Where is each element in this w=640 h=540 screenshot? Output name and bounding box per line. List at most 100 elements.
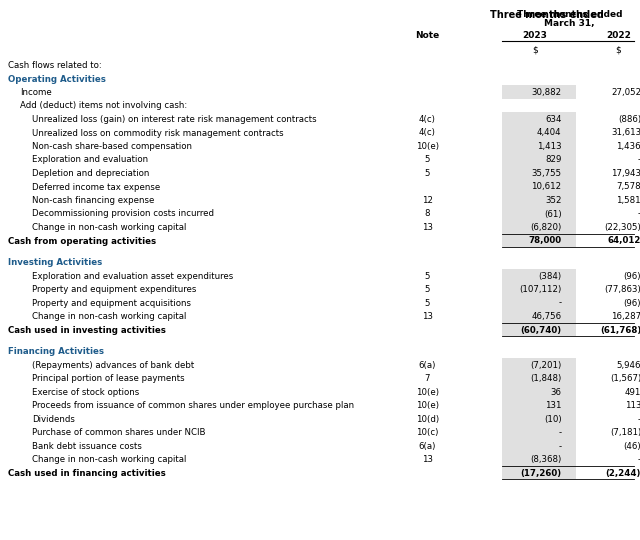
FancyBboxPatch shape — [502, 295, 577, 309]
Text: -: - — [638, 415, 640, 424]
Text: Exercise of stock options: Exercise of stock options — [32, 388, 139, 397]
Text: Cash flows related to:: Cash flows related to: — [8, 61, 102, 70]
Text: (384): (384) — [538, 272, 561, 281]
Text: -: - — [638, 210, 640, 219]
Text: 491: 491 — [625, 388, 640, 397]
Text: Exploration and evaluation asset expenditures: Exploration and evaluation asset expendi… — [32, 272, 233, 281]
Text: Unrealized loss (gain) on interest rate risk management contracts: Unrealized loss (gain) on interest rate … — [32, 115, 316, 124]
FancyBboxPatch shape — [502, 411, 577, 425]
Text: (77,863): (77,863) — [604, 285, 640, 294]
Text: 113: 113 — [625, 401, 640, 410]
FancyBboxPatch shape — [502, 282, 577, 295]
FancyBboxPatch shape — [502, 452, 577, 465]
Text: 12: 12 — [422, 196, 433, 205]
Text: 13: 13 — [422, 455, 433, 464]
Text: $: $ — [615, 45, 621, 54]
Text: 10(d): 10(d) — [416, 415, 439, 424]
Text: -: - — [638, 455, 640, 464]
Text: 13: 13 — [422, 312, 433, 321]
Text: 6(a): 6(a) — [419, 442, 436, 451]
Text: (886): (886) — [618, 115, 640, 124]
Text: (46): (46) — [623, 442, 640, 451]
FancyBboxPatch shape — [502, 220, 577, 233]
Text: 10(c): 10(c) — [416, 428, 438, 437]
FancyBboxPatch shape — [502, 438, 577, 452]
Text: 10(e): 10(e) — [416, 142, 439, 151]
Text: -: - — [559, 442, 561, 451]
Text: 1,413: 1,413 — [537, 142, 561, 151]
Text: Cash from operating activities: Cash from operating activities — [8, 237, 156, 246]
Text: Cash used in investing activities: Cash used in investing activities — [8, 326, 166, 335]
Text: (61): (61) — [544, 210, 561, 219]
Text: 46,756: 46,756 — [531, 312, 561, 321]
Text: -: - — [638, 156, 640, 165]
Text: $: $ — [532, 45, 538, 54]
FancyBboxPatch shape — [502, 125, 577, 139]
Text: March 31,: March 31, — [544, 19, 595, 28]
Text: 5: 5 — [425, 299, 430, 308]
Text: Add (deduct) items not involving cash:: Add (deduct) items not involving cash: — [20, 102, 187, 111]
Text: Dividends: Dividends — [32, 415, 75, 424]
FancyBboxPatch shape — [502, 85, 577, 98]
FancyBboxPatch shape — [502, 139, 577, 152]
Text: 5: 5 — [425, 169, 430, 178]
Text: 5: 5 — [425, 156, 430, 165]
Text: Bank debt issuance costs: Bank debt issuance costs — [32, 442, 141, 451]
Text: (60,740): (60,740) — [520, 326, 561, 335]
FancyBboxPatch shape — [502, 206, 577, 220]
Text: Income: Income — [20, 88, 52, 97]
Text: 352: 352 — [545, 196, 561, 205]
Text: 5,946: 5,946 — [616, 361, 640, 370]
Text: 35,755: 35,755 — [531, 169, 561, 178]
Text: (10): (10) — [544, 415, 561, 424]
FancyBboxPatch shape — [502, 398, 577, 411]
Text: Purchase of common shares under NCIB: Purchase of common shares under NCIB — [32, 428, 205, 437]
Text: Three months ended: Three months ended — [490, 10, 604, 20]
Text: Deferred income tax expense: Deferred income tax expense — [32, 183, 160, 192]
Text: Depletion and depreciation: Depletion and depreciation — [32, 169, 149, 178]
Text: Non-cash share-based compensation: Non-cash share-based compensation — [32, 142, 192, 151]
Text: 6(a): 6(a) — [419, 361, 436, 370]
Text: Three months ended: Three months ended — [516, 10, 622, 19]
Text: 10,612: 10,612 — [531, 183, 561, 192]
Text: (17,260): (17,260) — [520, 469, 561, 478]
Text: 10(e): 10(e) — [416, 388, 439, 397]
Text: 27,052: 27,052 — [611, 88, 640, 97]
Text: Non-cash financing expense: Non-cash financing expense — [32, 196, 154, 205]
Text: Unrealized loss on commodity risk management contracts: Unrealized loss on commodity risk manage… — [32, 129, 284, 138]
Text: (96): (96) — [623, 299, 640, 308]
FancyBboxPatch shape — [502, 357, 577, 371]
Text: -: - — [559, 299, 561, 308]
Text: Proceeds from issuance of common shares under employee purchase plan: Proceeds from issuance of common shares … — [32, 401, 354, 410]
Text: Property and equipment expenditures: Property and equipment expenditures — [32, 285, 196, 294]
Text: Change in non-cash working capital: Change in non-cash working capital — [32, 455, 186, 464]
FancyBboxPatch shape — [502, 309, 577, 322]
Text: (6,820): (6,820) — [531, 223, 561, 232]
Text: Financing Activities: Financing Activities — [8, 347, 104, 356]
Text: 64,012: 64,012 — [608, 237, 640, 246]
FancyBboxPatch shape — [502, 179, 577, 193]
FancyBboxPatch shape — [502, 268, 577, 282]
Text: (1,848): (1,848) — [531, 374, 561, 383]
Text: 78,000: 78,000 — [529, 237, 561, 246]
FancyBboxPatch shape — [502, 371, 577, 384]
FancyBboxPatch shape — [502, 193, 577, 206]
Text: 4,404: 4,404 — [537, 129, 561, 138]
Text: Decommissioning provision costs incurred: Decommissioning provision costs incurred — [32, 210, 214, 219]
Text: Investing Activities: Investing Activities — [8, 258, 102, 267]
Text: 1,436: 1,436 — [616, 142, 640, 151]
Text: Change in non-cash working capital: Change in non-cash working capital — [32, 223, 186, 232]
FancyBboxPatch shape — [502, 384, 577, 398]
Text: (7,201): (7,201) — [531, 361, 561, 370]
Text: 17,943: 17,943 — [611, 169, 640, 178]
Text: 36: 36 — [550, 388, 561, 397]
Text: 4(c): 4(c) — [419, 115, 436, 124]
Text: Note: Note — [415, 31, 440, 40]
Text: 634: 634 — [545, 115, 561, 124]
Text: (Repayments) advances of bank debt: (Repayments) advances of bank debt — [32, 361, 194, 370]
Text: (61,768): (61,768) — [600, 326, 640, 335]
FancyBboxPatch shape — [502, 465, 577, 479]
FancyBboxPatch shape — [502, 166, 577, 179]
FancyBboxPatch shape — [502, 425, 577, 438]
Text: Operating Activities: Operating Activities — [8, 75, 106, 84]
